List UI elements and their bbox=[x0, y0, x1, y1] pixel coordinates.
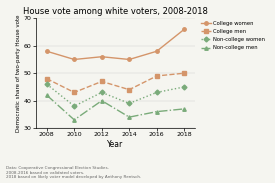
Legend: College women, College men, Non-college women, Non-college men: College women, College men, Non-college … bbox=[201, 21, 265, 51]
X-axis label: Year: Year bbox=[107, 140, 124, 149]
Y-axis label: Democratic share of two-party House vote: Democratic share of two-party House vote bbox=[16, 14, 21, 132]
Title: House vote among white voters, 2008-2018: House vote among white voters, 2008-2018 bbox=[23, 7, 208, 16]
Text: Data: Cooperative Congressional Election Studies.
2008-2016 based on validated v: Data: Cooperative Congressional Election… bbox=[6, 166, 141, 179]
